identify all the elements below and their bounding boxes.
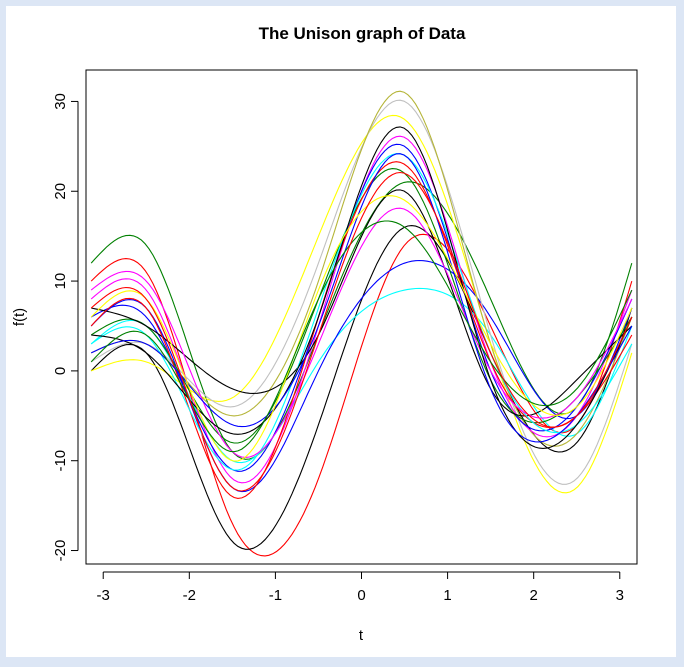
series-line-3 xyxy=(90,225,633,550)
series-line-10 xyxy=(90,143,633,472)
plot-box xyxy=(85,69,638,565)
series-line-18 xyxy=(90,195,633,462)
series-layer xyxy=(90,90,633,557)
series-line-12 xyxy=(91,189,633,417)
x-axis: -3 -2 -1 0 1 2 3 xyxy=(97,571,624,604)
series-line-13 xyxy=(90,161,633,499)
series-line-7 xyxy=(90,99,633,485)
series-line-15 xyxy=(90,207,633,458)
y-tick-label: -20 xyxy=(52,540,69,562)
x-tick-label: -1 xyxy=(269,587,282,604)
chart-title: The Unison graph of Data xyxy=(259,24,466,43)
x-tick-label: 1 xyxy=(443,587,451,604)
y-tick-label: 30 xyxy=(52,93,69,110)
plot-frame: The Unison graph of Data -3 -2 -1 0 1 2 3 -20-… xyxy=(6,6,676,657)
x-tick-label: -2 xyxy=(183,587,196,604)
series-line-9 xyxy=(90,135,633,484)
series-line-5 xyxy=(90,259,633,493)
y-axis: -20 -10 0 10 20 30 xyxy=(52,93,79,562)
series-line-20 xyxy=(90,171,633,492)
x-tick-label: 3 xyxy=(616,587,624,604)
x-axis-title: t xyxy=(359,627,364,644)
x-tick-label: 2 xyxy=(530,587,538,604)
y-axis-title: f(t) xyxy=(11,308,28,326)
series-line-14 xyxy=(90,153,633,471)
series-line-2 xyxy=(90,233,633,557)
series-line-16 xyxy=(91,126,633,449)
chart: The Unison graph of Data -3 -2 -1 0 1 2 3 -20-… xyxy=(11,24,638,644)
x-tick-label: -3 xyxy=(97,587,110,604)
y-tick-label: 10 xyxy=(52,273,69,290)
y-tick-label: 20 xyxy=(52,183,69,200)
y-tick-label: 0 xyxy=(52,367,69,375)
series-line-8 xyxy=(90,90,633,447)
series-line-19 xyxy=(90,220,633,453)
x-tick-label: 0 xyxy=(357,587,365,604)
series-line-1 xyxy=(90,181,633,460)
y-tick-label: -10 xyxy=(52,450,69,472)
